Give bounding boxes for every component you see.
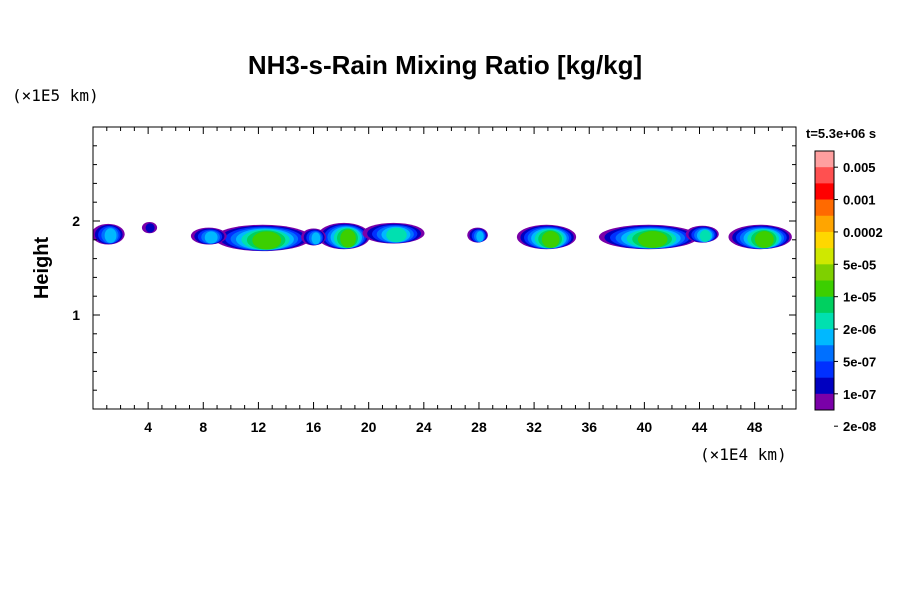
colorbar-label: 1e-07: [843, 387, 876, 402]
colorbar-swatch: [815, 361, 834, 378]
colorbar: 0.005 0.001 0.0002 5e-05 1e-05 2e-06 5e-07 1e-0…: [814, 150, 883, 434]
contour-cell: [598, 224, 699, 250]
colorbar-swatch: [815, 199, 834, 217]
contour-fill: [637, 231, 668, 248]
contour-fill: [340, 229, 356, 248]
colorbar-swatch: [815, 329, 834, 346]
contour-cell: [467, 227, 488, 243]
x-tick-label: 28: [471, 419, 487, 435]
contour-fill: [386, 227, 407, 243]
colorbar-label: 0.005: [843, 160, 876, 175]
colorbar-swatch: [815, 167, 834, 184]
colorbar-swatch: [815, 264, 834, 281]
colorbar-swatch: [815, 377, 834, 395]
x-tick-label: 8: [199, 419, 207, 435]
plot-frame: [92, 126, 797, 410]
x-tick-label: 16: [306, 419, 322, 435]
x-tick-label: 40: [637, 419, 653, 435]
contour-cell: [362, 222, 425, 244]
x-tick-label: 12: [251, 419, 267, 435]
y-axis-label: Height: [31, 237, 53, 300]
contour-fill: [204, 231, 218, 244]
contour-cell: [93, 223, 125, 245]
time-label: t=5.3e+06 s: [806, 126, 876, 141]
x-tick-label: 32: [526, 419, 542, 435]
contour-cells: [93, 221, 792, 252]
y-tick-label: 2: [72, 213, 80, 229]
contour-fill: [699, 229, 711, 242]
contour-cell: [317, 222, 371, 250]
contour-fill: [252, 231, 282, 250]
y-tick-label: 1: [72, 307, 80, 323]
x-tick-label: 20: [361, 419, 377, 435]
colorbar-label: 1e-05: [843, 290, 876, 305]
colorbar-swatch: [815, 312, 834, 330]
colorbar-swatch: [815, 215, 834, 233]
colorbar-label: 2e-08: [843, 419, 876, 434]
contour-cell: [728, 224, 792, 250]
colorbar-label: 0.001: [843, 193, 876, 208]
contour-cell: [301, 228, 326, 246]
colorbar-swatch: [815, 280, 834, 297]
x-tick-label: 36: [581, 419, 597, 435]
colorbar-label: 0.0002: [843, 225, 883, 240]
colorbar-label: 5e-07: [843, 354, 876, 369]
contour-cell: [214, 224, 311, 252]
colorbar-swatch: [815, 296, 834, 314]
plot-area: [93, 221, 792, 252]
x-tick-label: 4: [144, 419, 152, 435]
contour-fill: [541, 231, 560, 248]
contour-cell: [141, 221, 158, 234]
contour-fill: [476, 231, 484, 242]
contour-fill: [311, 232, 321, 245]
contour-fill: [104, 228, 117, 243]
colorbar-swatch: [815, 231, 834, 249]
chart-title: NH3-s-Rain Mixing Ratio [kg/kg]: [248, 50, 642, 80]
contour-fill: [145, 223, 155, 233]
x-tick-label: 44: [692, 419, 708, 435]
colorbar-swatch: [815, 183, 834, 200]
x-axis-unit: (×1E4 km): [700, 445, 787, 464]
colorbar-swatch: [815, 393, 834, 411]
colorbar-swatch: [815, 151, 834, 168]
colorbar-swatch: [815, 248, 834, 265]
y-axis-unit: (×1E5 km): [12, 86, 99, 105]
x-tick-label: 24: [416, 419, 432, 435]
x-tick-label: 48: [747, 419, 763, 435]
colorbar-swatch: [815, 345, 834, 362]
contour-fill: [754, 231, 774, 248]
colorbar-label: 2e-06: [843, 322, 876, 337]
contour-cell: [685, 225, 719, 243]
contour-cell: [190, 227, 227, 245]
contour-cell: [516, 224, 577, 250]
colorbar-frame: [814, 150, 835, 411]
colorbar-label: 5e-05: [843, 257, 876, 272]
